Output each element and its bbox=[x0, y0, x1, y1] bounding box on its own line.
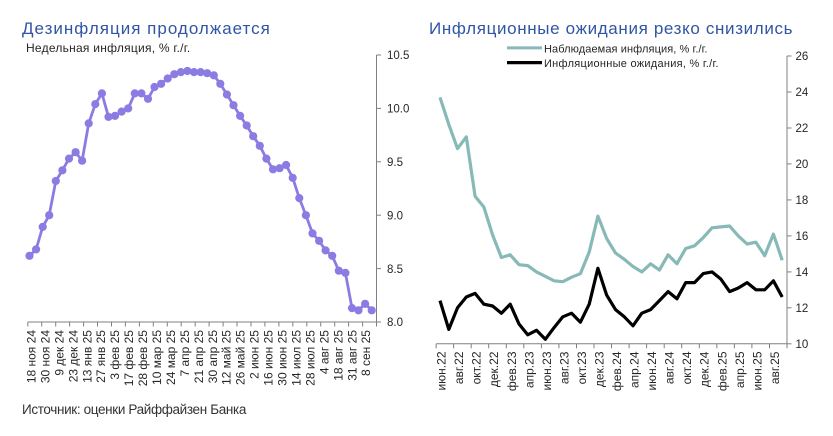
svg-text:дек.22: дек.22 bbox=[487, 351, 501, 387]
svg-text:26 май 25: 26 май 25 bbox=[234, 330, 248, 385]
svg-text:20: 20 bbox=[796, 159, 809, 171]
svg-text:12: 12 bbox=[796, 303, 809, 315]
svg-text:июн.25: июн.25 bbox=[750, 351, 764, 390]
svg-text:авг.25: авг.25 bbox=[768, 351, 782, 384]
svg-text:2 июн 25: 2 июн 25 bbox=[248, 330, 262, 379]
svg-text:июн.24: июн.24 bbox=[645, 351, 659, 390]
svg-text:10 мар 25: 10 мар 25 bbox=[150, 330, 164, 385]
svg-text:7 апр 25: 7 апр 25 bbox=[178, 330, 192, 377]
svg-text:10: 10 bbox=[796, 339, 809, 351]
svg-text:14 июл 25: 14 июл 25 bbox=[290, 330, 304, 386]
svg-text:9.5: 9.5 bbox=[387, 157, 403, 169]
svg-text:16 июн 25: 16 июн 25 bbox=[262, 330, 276, 386]
svg-text:апр.25: апр.25 bbox=[733, 351, 747, 388]
svg-text:18: 18 bbox=[796, 195, 809, 207]
svg-text:Дезинфляция продолжается: Дезинфляция продолжается bbox=[22, 19, 271, 38]
svg-text:27 янв 25: 27 янв 25 bbox=[94, 330, 108, 383]
svg-text:17 фев 25: 17 фев 25 bbox=[122, 330, 136, 387]
svg-text:окт.24: окт.24 bbox=[680, 351, 694, 384]
svg-text:фев.25: фев.25 bbox=[715, 351, 729, 391]
svg-text:9 дек 24: 9 дек 24 bbox=[52, 330, 66, 376]
svg-text:авг.23: авг.23 bbox=[557, 351, 571, 384]
svg-text:Недельная инфляция, % г./г.: Недельная инфляция, % г./г. bbox=[26, 41, 191, 55]
svg-text:13 янв 25: 13 янв 25 bbox=[80, 330, 94, 383]
svg-text:30 апр 25: 30 апр 25 bbox=[206, 330, 220, 384]
svg-text:18 ноя 24: 18 ноя 24 bbox=[25, 330, 39, 383]
svg-text:фев.24: фев.24 bbox=[610, 351, 624, 391]
svg-text:8.5: 8.5 bbox=[387, 264, 403, 276]
svg-text:Наблюдаемая инфляция, % г./г.: Наблюдаемая инфляция, % г./г. bbox=[544, 43, 708, 55]
svg-text:24 мар 25: 24 мар 25 bbox=[164, 330, 178, 385]
svg-text:9.0: 9.0 bbox=[387, 210, 403, 222]
svg-text:26: 26 bbox=[796, 51, 809, 63]
svg-text:10.5: 10.5 bbox=[387, 50, 409, 62]
svg-text:апр.24: апр.24 bbox=[628, 351, 642, 388]
svg-text:28 фев 25: 28 фев 25 bbox=[136, 330, 150, 387]
svg-text:28 июл 25: 28 июл 25 bbox=[303, 330, 317, 386]
svg-text:Источник: оценки Райффайзен Ба: Источник: оценки Райффайзен Банка bbox=[22, 402, 247, 417]
svg-text:апр.23: апр.23 bbox=[522, 351, 536, 388]
svg-text:июн.22: июн.22 bbox=[435, 351, 449, 390]
svg-text:21 апр 25: 21 апр 25 bbox=[192, 330, 206, 384]
svg-text:авг.24: авг.24 bbox=[663, 351, 677, 384]
svg-text:июн.23: июн.23 bbox=[540, 351, 554, 390]
svg-text:дек.24: дек.24 bbox=[698, 351, 712, 387]
svg-text:3 фев 25: 3 фев 25 bbox=[108, 330, 122, 380]
svg-text:12 май 25: 12 май 25 bbox=[220, 330, 234, 385]
svg-text:авг.22: авг.22 bbox=[452, 351, 466, 384]
svg-text:10.0: 10.0 bbox=[387, 104, 409, 116]
svg-text:30 июн 25: 30 июн 25 bbox=[276, 330, 290, 386]
svg-text:8 сен 25: 8 сен 25 bbox=[359, 330, 373, 376]
svg-text:Инфляционные ожидания, % г./г.: Инфляционные ожидания, % г./г. bbox=[544, 58, 719, 70]
svg-text:Инфляционные ожидания резко сн: Инфляционные ожидания резко снизились bbox=[429, 19, 793, 38]
svg-text:8.0: 8.0 bbox=[387, 317, 403, 329]
svg-text:30 ноя 24: 30 ноя 24 bbox=[38, 330, 52, 383]
svg-text:22: 22 bbox=[796, 123, 809, 135]
svg-text:4 авг 25: 4 авг 25 bbox=[317, 330, 331, 374]
svg-text:23 дек 24: 23 дек 24 bbox=[66, 330, 80, 383]
svg-text:окт.22: окт.22 bbox=[470, 351, 484, 384]
svg-text:фев.23: фев.23 bbox=[505, 351, 519, 391]
svg-text:окт.23: окт.23 bbox=[575, 351, 589, 384]
svg-text:31 авг 25: 31 авг 25 bbox=[345, 330, 359, 381]
svg-text:18 авг 25: 18 авг 25 bbox=[331, 330, 345, 381]
svg-text:16: 16 bbox=[796, 231, 809, 243]
svg-text:14: 14 bbox=[796, 267, 809, 279]
svg-text:дек.23: дек.23 bbox=[593, 351, 607, 387]
svg-text:24: 24 bbox=[796, 87, 809, 99]
